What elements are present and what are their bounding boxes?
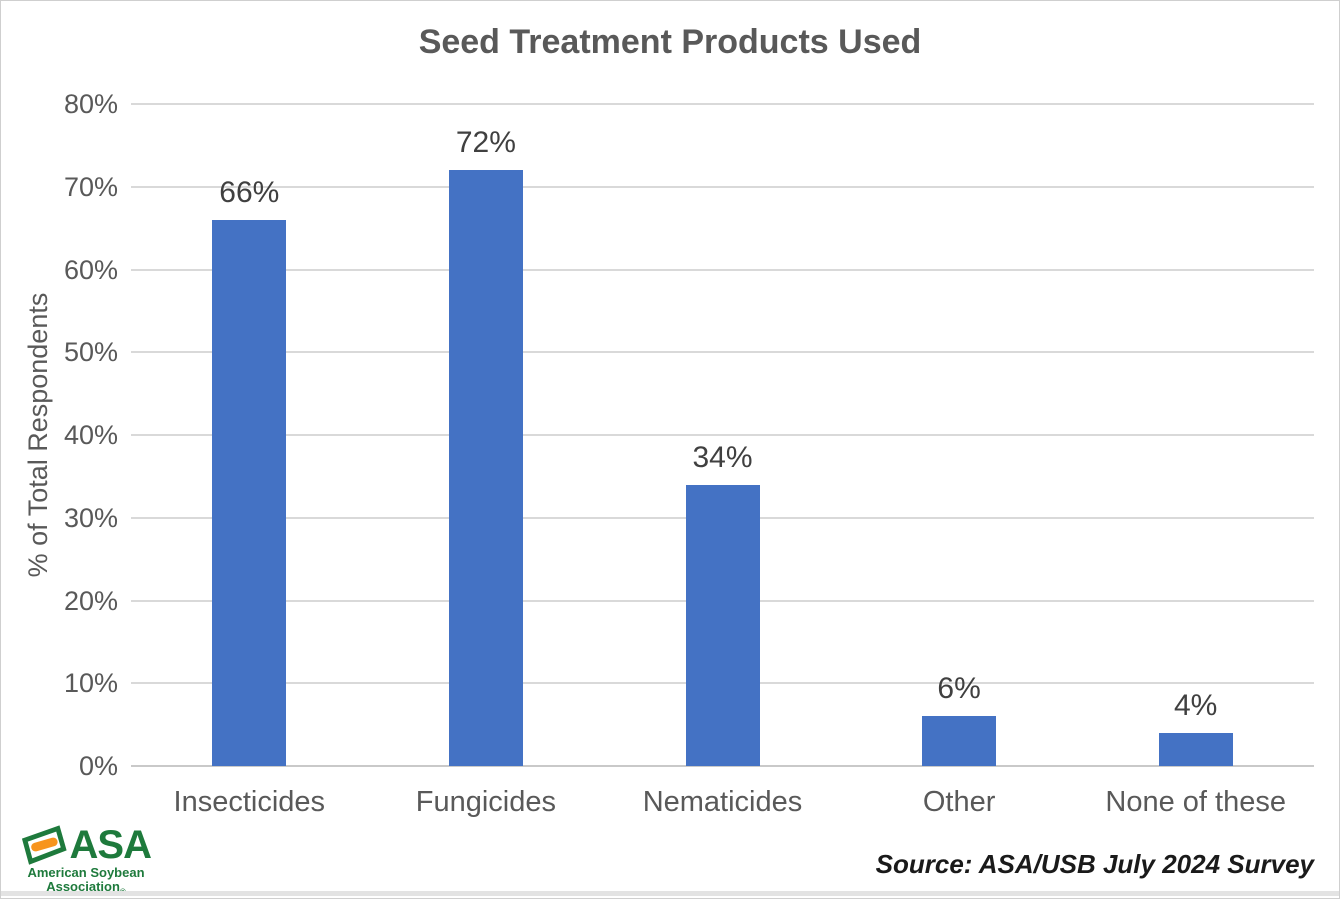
bottom-strip [1, 891, 1339, 896]
data-label: 34% [692, 440, 753, 474]
bar-none-of-these [1158, 732, 1233, 766]
bar-other [922, 716, 997, 766]
asa-logo-line1: American Soybean [27, 865, 145, 880]
asa-logo: ASA American Soybean Association® [21, 823, 152, 899]
y-tick-label: 40% [63, 420, 118, 450]
gridline-60% [131, 268, 1314, 271]
asa-logo-text: ASA [69, 823, 152, 867]
data-label: 72% [455, 126, 516, 160]
asa-flag-icon [21, 825, 67, 865]
bar-fungicides [448, 170, 523, 766]
chart-title: Seed Treatment Products Used [418, 23, 922, 61]
gridline-0% [131, 765, 1314, 767]
y-tick-label: 10% [63, 668, 118, 699]
y-tick-label: 60% [63, 254, 118, 285]
plot-area: 66% 72% 34% 6% 4% [131, 103, 1314, 767]
asa-logo-top: ASA [21, 823, 152, 867]
data-label: 4% [1174, 688, 1218, 722]
gridline-80% [131, 103, 1314, 105]
gridline-70% [131, 185, 1314, 188]
y-tick-label: 70% [63, 171, 118, 202]
y-tick-label: 0% [78, 751, 118, 781]
data-label: 66% [219, 175, 280, 209]
x-category-label: None of these [1105, 786, 1286, 818]
data-label: 6% [937, 672, 981, 706]
y-tick-label: 30% [63, 502, 118, 533]
y-tick-label: 20% [63, 585, 118, 616]
gridline-40% [131, 434, 1314, 436]
x-category-label: Other [922, 786, 996, 818]
bar-insecticides [212, 219, 287, 766]
source-note: Source: ASA/USB July 2024 Survey [875, 849, 1314, 879]
x-category-label: Insecticides [173, 786, 326, 818]
y-tick-label: 80% [63, 89, 118, 119]
gridline-50% [131, 351, 1314, 354]
y-tick-label: 50% [63, 337, 118, 368]
bar-nematicides [685, 484, 760, 766]
x-category-label: Nematicides [642, 786, 803, 818]
x-category-label: Fungicides [415, 786, 557, 818]
